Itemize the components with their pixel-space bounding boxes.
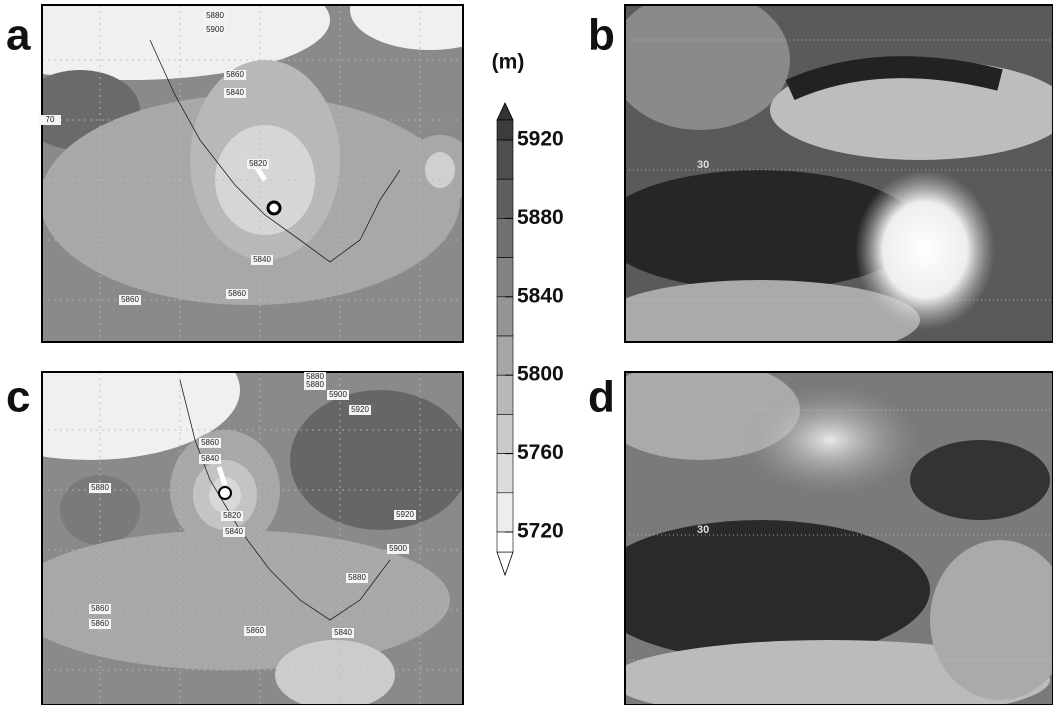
contour-label: 5820 — [223, 511, 241, 520]
colorbar-tick-label: 5920 — [517, 128, 564, 151]
colorbar-band — [497, 179, 513, 218]
panel-label: d — [588, 373, 615, 422]
colorbar-band — [497, 140, 513, 179]
contour-label: 5880 — [91, 483, 109, 492]
contour-label: 5900 — [389, 544, 407, 553]
latitude-label: 30 — [697, 524, 709, 536]
colorbar-band — [497, 414, 513, 453]
latitude-label: 30 — [697, 159, 709, 171]
colorbar-band — [497, 336, 513, 375]
figure: 30 30 a b c d — [0, 0, 1053, 705]
contour-label: 5860 — [228, 289, 246, 298]
colorbar-band — [497, 532, 513, 552]
contour-label: 5900 — [206, 25, 224, 34]
contour-label: 5860 — [201, 438, 219, 447]
colorbar-tick-label: 5880 — [517, 206, 564, 229]
colorbar-band — [497, 258, 513, 297]
colorbar-band — [497, 120, 513, 140]
contour-label: 5860 — [91, 619, 109, 628]
contour-label: 5840 — [201, 454, 219, 463]
contour-label: 70 — [46, 115, 55, 124]
map-a — [0, 0, 510, 342]
contour-label: 5840 — [226, 88, 244, 97]
colorbar-tick-label: 5760 — [517, 441, 564, 464]
contour-label: 5860 — [226, 70, 244, 79]
contour-label: 5840 — [334, 628, 352, 637]
colorbar-band — [497, 375, 513, 414]
colorbar-band — [497, 297, 513, 336]
contour-label: 5860 — [246, 626, 264, 635]
satellite-d: 30 — [590, 360, 1053, 705]
contour-label: 5840 — [253, 255, 271, 264]
contour-label: 5860 — [121, 295, 139, 304]
panel-label: c — [6, 373, 30, 422]
colorbar-unit: (m) — [492, 51, 525, 74]
contour-label: 5820 — [249, 159, 267, 168]
colorbar — [497, 103, 513, 575]
colorbar-tick-label: 5800 — [517, 363, 564, 386]
colorbar-tick-label: 5720 — [517, 520, 564, 543]
colorbar-tick-label: 5840 — [517, 284, 564, 307]
satellite-b: 30 — [600, 0, 1053, 360]
colorbar-band — [497, 454, 513, 493]
contour-label: 5860 — [91, 604, 109, 613]
panel-label: a — [6, 11, 31, 60]
contour-label: 5920 — [351, 405, 369, 414]
contour-label: 5840 — [225, 527, 243, 536]
colorbar-band — [497, 218, 513, 257]
contour-label: 5920 — [396, 510, 414, 519]
contour-label: 5880 — [206, 11, 224, 20]
contour-label: 5880 — [348, 573, 366, 582]
contour-label: 5900 — [329, 390, 347, 399]
panel-label: b — [588, 11, 615, 60]
colorbar-band — [497, 493, 513, 532]
contour-label: 5880 — [306, 380, 324, 389]
